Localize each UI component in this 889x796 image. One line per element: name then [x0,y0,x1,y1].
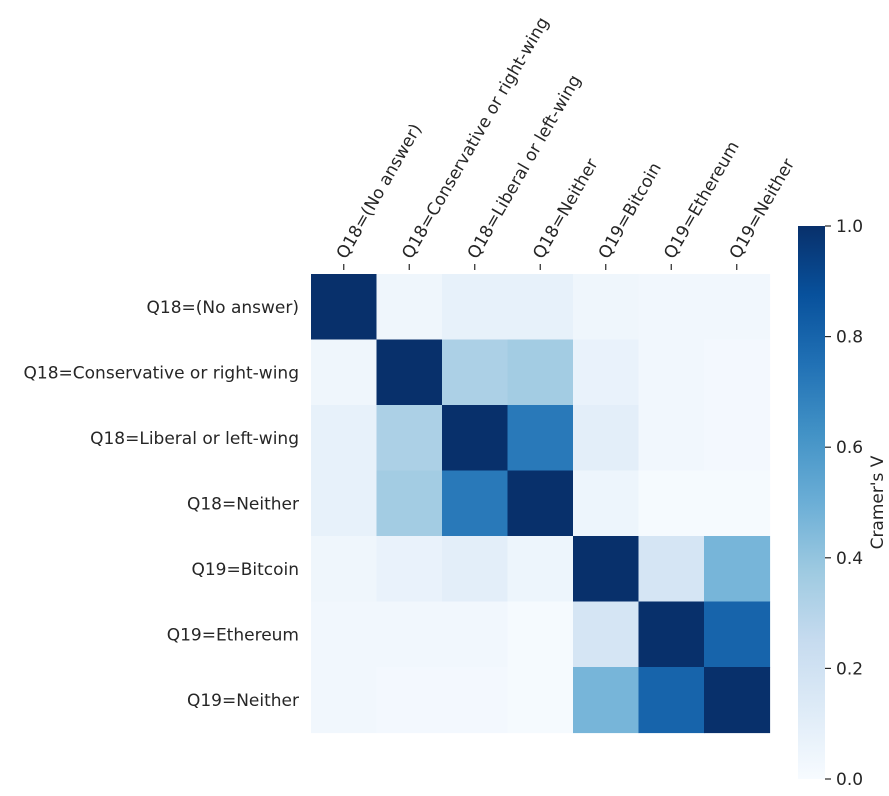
y-tick-label: Q18=(No answer) [147,298,299,318]
heatmap-cell [377,667,443,733]
heatmap-cell [508,536,574,602]
colorbar-tick-label: 0.0 [836,770,863,790]
y-axis: Q18=(No answer) Q18=Conservative or right… [24,298,299,711]
heatmap-cell [442,340,508,406]
heatmap-cell [573,667,639,733]
heatmap-cell [508,667,574,733]
heatmap-cell [573,340,639,406]
heatmap-cell [639,602,705,668]
colorbar-ticks: 0.0 0.2 0.4 0.6 0.8 1.0 [825,217,863,790]
colorbar-tick-label: 0.4 [836,549,863,569]
heatmap-cell [311,667,377,733]
colorbar-tick-label: 0.2 [836,659,863,679]
heatmap-cell [704,274,770,340]
colorbar-gradient [798,226,825,779]
heatmap-cell [508,340,574,406]
heatmap-cell [442,536,508,602]
heatmap-cell [508,471,574,537]
heatmap-cell [442,667,508,733]
heatmap-cell [639,405,705,471]
heatmap-cell [311,471,377,537]
heatmap-cell [442,405,508,471]
y-tick-label: Q19=Neither [187,691,299,711]
heatmap-cell [442,274,508,340]
heatmap-cell [508,602,574,668]
heatmap-cell [508,405,574,471]
y-tick-label: Q18=Conservative or right-wing [24,363,299,383]
heatmap-cell [377,405,443,471]
colorbar-tick-label: 0.6 [836,438,863,458]
y-tick-label: Q19=Ethereum [167,625,299,645]
heatmap-cell [311,340,377,406]
heatmap-cell [639,536,705,602]
heatmap-cell [573,274,639,340]
x-axis: Q18=(No answer)Q18=Conservative or right… [333,14,799,270]
y-tick-label: Q19=Bitcoin [191,560,299,580]
heatmap-cells [311,274,770,733]
x-tick-label: Q18=Liberal or left-wing [464,72,586,263]
heatmap-cell [573,405,639,471]
heatmap-cell [639,340,705,406]
heatmap-cell [311,602,377,668]
heatmap-cell [573,536,639,602]
colorbar-tick-label: 1.0 [836,217,863,237]
colorbar-label: Cramer's V [868,455,888,549]
heatmap-cell [704,405,770,471]
y-tick-label: Q18=Neither [187,494,299,514]
heatmap-cell [639,667,705,733]
heatmap-cell [639,471,705,537]
heatmap-cell [442,471,508,537]
heatmap-cell [442,602,508,668]
heatmap-cell [704,340,770,406]
x-tick-label: Q19=Bitcoin [595,159,666,262]
y-tick-label: Q18=Liberal or left-wing [90,429,299,449]
heatmap-cell [377,471,443,537]
x-tick-label: Q18=Neither [529,155,602,262]
heatmap-cell [704,602,770,668]
heatmap-cell [573,471,639,537]
x-tick-label: Q19=Neither [726,155,799,262]
heatmap-cell [377,274,443,340]
colorbar: 0.0 0.2 0.4 0.6 0.8 1.0 Cramer's V [798,217,888,790]
heatmap-cell [311,405,377,471]
heatmap-cell [377,602,443,668]
heatmap-cell [639,274,705,340]
heatmap-cell [311,536,377,602]
heatmap-cell [377,340,443,406]
heatmap-cell [704,471,770,537]
heatmap-cell [573,602,639,668]
heatmap-cell [377,536,443,602]
heatmap-cell [704,536,770,602]
colorbar-tick-label: 0.8 [836,328,863,348]
heatmap-cell [704,667,770,733]
heatmap-cell [311,274,377,340]
heatmap-cell [508,274,574,340]
